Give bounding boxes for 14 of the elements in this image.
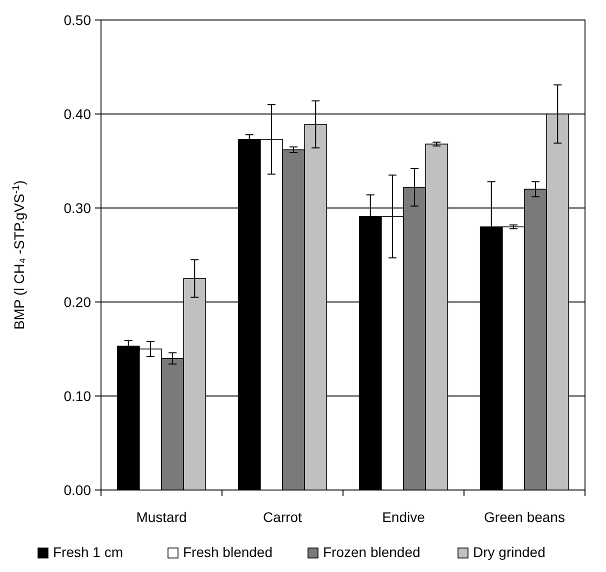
- x-tick-label: Green beans: [484, 509, 565, 525]
- y-tick-label: 0.50: [64, 12, 92, 28]
- y-tick-label: 0.10: [64, 388, 92, 404]
- legend-label: Fresh blended: [183, 544, 273, 560]
- y-tick-label: 0.00: [64, 482, 92, 498]
- y-tick-label: 0.30: [64, 200, 92, 216]
- legend-label: Fresh 1 cm: [53, 544, 124, 560]
- legend-label: Frozen blended: [323, 544, 420, 560]
- legend-label: Dry grinded: [473, 544, 546, 560]
- x-tick-label: Carrot: [263, 509, 302, 525]
- y-tick-label: 0.20: [64, 294, 92, 310]
- x-tick-label: Endive: [382, 509, 426, 525]
- y-tick-label: 0.40: [64, 106, 92, 122]
- x-tick-label: Mustard: [136, 509, 187, 525]
